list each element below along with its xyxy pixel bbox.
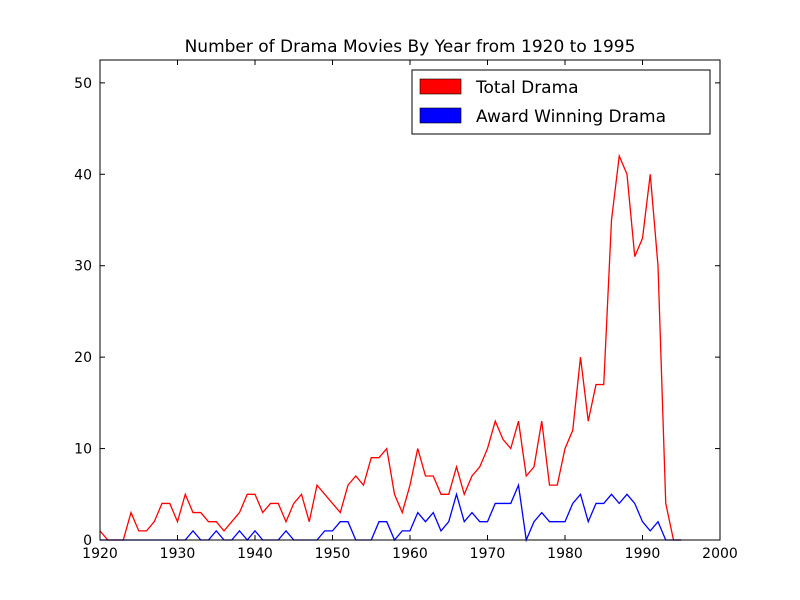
series-layer <box>99 153 682 543</box>
x-tick-label: 1970 <box>470 546 506 562</box>
legend-label: Total Drama <box>475 78 579 98</box>
x-tick-label: 2000 <box>702 546 738 562</box>
ticks-layer: 1920 1930 1940 1950 1960 1970 1980 1990 2000 0 10 2… <box>74 60 738 562</box>
y-tick-label: 50 <box>74 76 92 92</box>
x-tick-label: 1930 <box>160 546 196 562</box>
legend-label: Award Winning Drama <box>476 107 666 127</box>
x-tick-label: 1950 <box>315 546 351 562</box>
chart-title: Number of Drama Movies By Year from 1920… <box>185 37 636 57</box>
x-tick-label: 1980 <box>547 546 583 562</box>
y-tick-label: 0 <box>83 533 92 549</box>
legend-swatch <box>419 78 462 95</box>
y-tick-label: 20 <box>74 350 92 366</box>
series-line-award-winning-drama <box>100 482 682 543</box>
x-tick-label: 1920 <box>82 546 118 562</box>
legend: Total Drama Award Winning Drama <box>411 69 711 135</box>
y-tick-label: 10 <box>74 442 92 458</box>
legend-swatch <box>419 107 462 124</box>
x-tick-label: 1940 <box>237 546 273 562</box>
series-line-total-drama <box>99 153 682 541</box>
y-tick-label: 30 <box>74 259 92 275</box>
x-tick-label: 1990 <box>625 546 661 562</box>
y-tick-label: 40 <box>74 167 92 183</box>
legend-box <box>411 69 711 135</box>
x-tick-label: 1960 <box>392 546 428 562</box>
